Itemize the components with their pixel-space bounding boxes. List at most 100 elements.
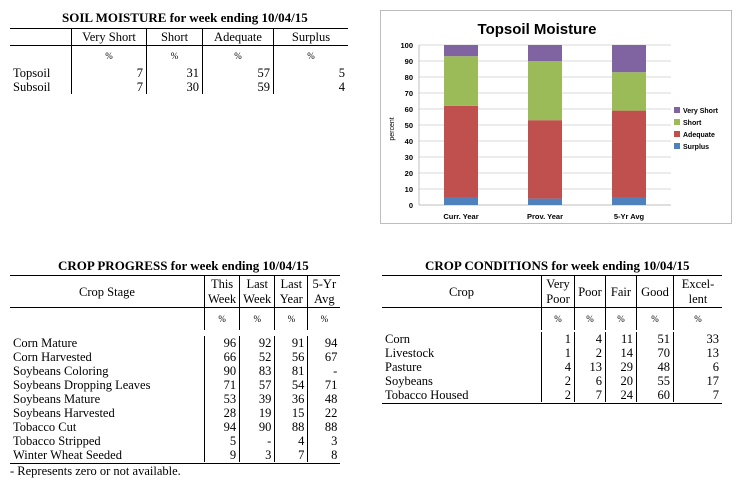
cell: 20: [605, 373, 637, 388]
cell: 71: [307, 377, 341, 392]
soil-header-short: Short: [146, 28, 203, 46]
cell: -: [307, 363, 341, 378]
conditions-pct: %: [605, 307, 637, 330]
row-label: Corn Mature: [13, 335, 78, 350]
col-header-year: Year: [274, 291, 308, 308]
y-tick-label: 60: [405, 105, 413, 114]
crop-progress-rows: Corn Mature 96 92 91 94 Corn Harvested 66 52 56 6…: [10, 335, 341, 462]
col-header-poor: Poor: [574, 275, 606, 308]
cell: 54: [274, 377, 308, 392]
row-label: Winter Wheat Seeded: [13, 447, 122, 462]
cell: 52: [239, 349, 275, 364]
row-label: Soybeans Mature: [13, 391, 101, 406]
footnote: - Represents zero or not available.: [10, 464, 181, 478]
cell: 24: [605, 387, 637, 402]
cell: 56: [274, 349, 308, 364]
cell: 83: [239, 363, 275, 378]
cell: 48: [307, 391, 341, 406]
bar-segment-very-short: [444, 45, 478, 57]
legend-swatch: [674, 119, 680, 125]
row-label: Subsoil: [13, 79, 51, 94]
col-header-fair: Fair: [605, 275, 637, 308]
cell: 3: [307, 433, 341, 448]
table-row: Winter Wheat Seeded 9 3 7 8: [10, 447, 341, 462]
cell: 7: [574, 387, 606, 402]
cell: 88: [274, 419, 308, 434]
bar-segment-adequate: [528, 120, 562, 199]
cell: 8: [307, 447, 341, 462]
cell: 57: [239, 377, 275, 392]
bar-segment-surplus: [444, 197, 478, 205]
cell: 5: [203, 433, 240, 448]
y-tick-label: 50: [405, 121, 413, 130]
progress-pct: %: [239, 307, 275, 330]
cell: 59: [202, 79, 274, 94]
cell: 17: [673, 373, 722, 388]
col-header-last-year: Last: [274, 275, 308, 292]
cell: 91: [274, 335, 308, 350]
y-tick-label: 80: [405, 73, 413, 82]
table-row: Soybeans Mature 53 39 36 48: [10, 391, 341, 406]
soil-header-very-short: Very Short: [71, 28, 147, 46]
soil-moisture-table: Very Short Short Adequate Surplus % % % …: [10, 28, 348, 94]
table-row: Corn Mature 96 92 91 94: [10, 335, 341, 350]
cell: 6: [574, 373, 606, 388]
crop-conditions-title: CROP CONDITIONS for week ending 10/04/15: [425, 258, 690, 273]
row-label: Topsoil: [13, 65, 51, 80]
crop-stage-header: Crop Stage: [10, 275, 205, 308]
soil-pct: %: [71, 45, 147, 66]
row-label: Livestock: [385, 345, 435, 360]
col-header-avg: Avg: [307, 291, 341, 308]
y-tick-label: 90: [405, 57, 413, 66]
cell: 19: [239, 405, 275, 420]
table-row: Soybeans 2 6 20 55 17: [382, 373, 722, 388]
legend-swatch: [674, 107, 680, 113]
cell: 13: [673, 345, 722, 360]
table-row: Pasture 4 13 29 48 6: [382, 359, 722, 374]
col-header-very-poor: Very: [541, 275, 575, 292]
row-label: Tobacco Stripped: [13, 433, 101, 448]
legend-swatch: [674, 143, 680, 149]
cell: 51: [636, 331, 674, 346]
cell: 90: [203, 363, 240, 378]
cell: 94: [203, 419, 240, 434]
x-tick-label: 5-Yr Avg: [614, 212, 645, 221]
cell: 88: [307, 419, 341, 434]
row-label: Corn Harvested: [13, 349, 92, 364]
cell: 4: [574, 331, 606, 346]
y-tick-label: 70: [405, 89, 413, 98]
cell: 1: [541, 345, 575, 360]
cell: 96: [203, 335, 240, 350]
crop-header: Crop: [382, 275, 542, 308]
soil-row-topsoil: Topsoil 7 31 57 5: [10, 65, 348, 80]
y-tick-label: 10: [405, 185, 413, 194]
col-header-this: This: [203, 275, 240, 292]
conditions-pct: %: [636, 307, 674, 330]
row-label: Soybeans Harvested: [13, 405, 115, 420]
cell: 81: [274, 363, 308, 378]
cell: 36: [274, 391, 308, 406]
row-label: Corn: [385, 331, 410, 346]
bar-segment-very-short: [528, 45, 562, 61]
table-row: Soybeans Harvested 28 19 15 22: [10, 405, 341, 420]
row-label: Soybeans Dropping Leaves: [13, 377, 151, 392]
bar-segment-short: [612, 72, 646, 111]
y-tick-label: 100: [400, 41, 413, 50]
crop-conditions-table: Crop Very Poor Fair Good Excel- Poor len…: [382, 275, 722, 404]
soil-moisture-title: SOIL MOISTURE for week ending 10/04/15: [62, 10, 308, 25]
cell: 60: [636, 387, 674, 402]
cell: 22: [307, 405, 341, 420]
soil-row-subsoil: Subsoil 7 30 59 4: [10, 79, 348, 94]
cell: 1: [541, 331, 575, 346]
cell: 9: [203, 447, 240, 462]
crop-conditions-rows: Corn 1 4 11 51 33 Livestock 1 2 14 70 13 Pasture 4 13 2…: [382, 331, 722, 402]
bar-segment-surplus: [612, 197, 646, 205]
cell: 4: [274, 433, 308, 448]
crop-progress-table: Crop Stage This Last Last 5-Yr Week Week…: [10, 275, 341, 464]
cell: 29: [605, 359, 637, 374]
table-row: Livestock 1 2 14 70 13: [382, 345, 722, 360]
y-tick-label: 20: [405, 169, 413, 178]
cell: 13: [574, 359, 606, 374]
cell: 66: [203, 349, 240, 364]
col-header-good: Good: [636, 275, 674, 308]
